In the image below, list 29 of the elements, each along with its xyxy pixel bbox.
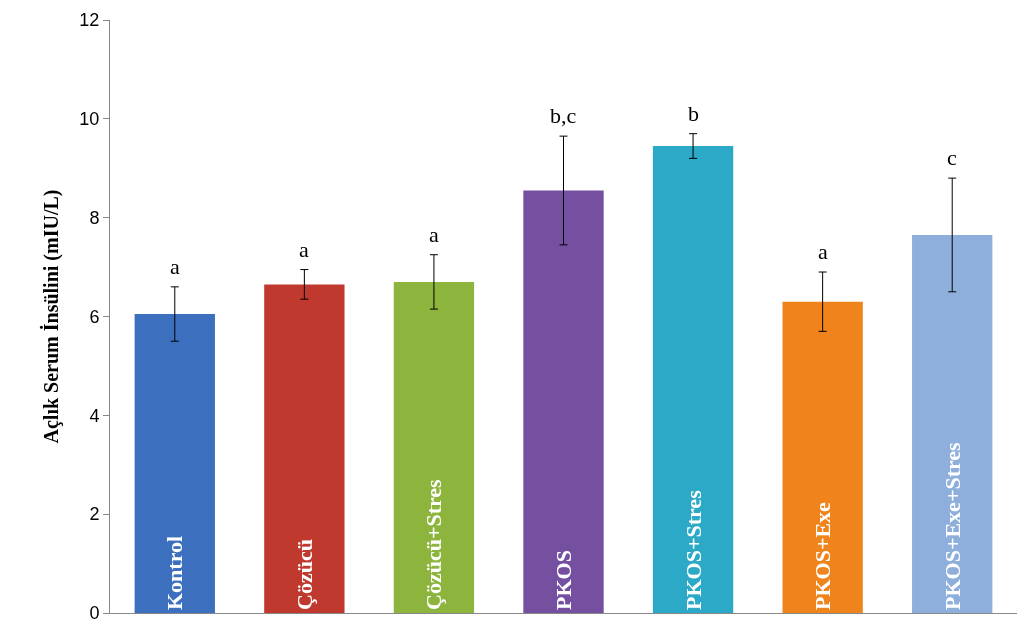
x-tick-label: PKOS [551, 550, 576, 610]
bar [782, 301, 863, 613]
y-tick-label: 0 [89, 603, 100, 624]
y-tick-label: 8 [89, 207, 100, 228]
annotation: a [299, 237, 309, 262]
annotation: c [947, 145, 957, 170]
annotation: b,c [550, 103, 577, 128]
x-tick-label: Kontrol [162, 535, 188, 610]
bar [652, 146, 734, 613]
y-tick-label: 6 [89, 306, 100, 327]
x-tick-label: PKOS+Exe+Stres [939, 441, 965, 610]
annotation: a [429, 222, 439, 247]
bar [912, 234, 993, 613]
bar [523, 190, 604, 613]
bar [393, 281, 475, 613]
x-tick-label: Çözücü [291, 539, 317, 610]
y-tick-label: 2 [89, 504, 100, 525]
annotation: a [818, 239, 828, 264]
annotation: a [170, 254, 180, 279]
y-tick-label: 4 [89, 405, 100, 426]
y-axis-title: Açlık Serum İnsülini (mIU/L) [38, 189, 63, 444]
x-tick-label: Çözücü+Stres [421, 478, 447, 610]
bar [134, 314, 215, 613]
x-tick-label: PKOS+Stres [680, 489, 706, 610]
x-tick-label: PKOS+Exe [810, 501, 836, 610]
y-tick-label: 10 [79, 109, 100, 130]
bar [264, 284, 345, 613]
y-tick-label: 12 [79, 10, 100, 31]
annotation: b [688, 101, 699, 126]
